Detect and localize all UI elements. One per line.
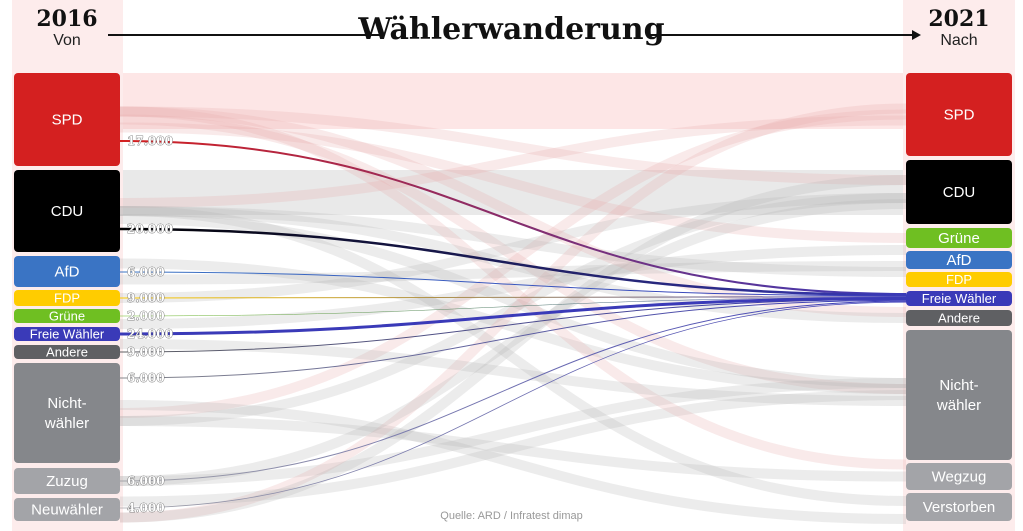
right-node-label: Andere — [938, 311, 980, 326]
right-node-label: CDU — [943, 184, 976, 201]
right-node-verstorben — [906, 493, 1012, 521]
left-node-label: FDP — [54, 291, 80, 306]
right-node-label: Freie Wähler — [922, 291, 997, 306]
left-node-label: CDU — [51, 203, 84, 220]
arrow-head-icon — [912, 30, 921, 40]
background-flow — [119, 103, 907, 523]
flow-value-label: 2.000 — [127, 309, 165, 323]
right-header: 2021 Nach — [904, 6, 1014, 50]
flow-value-label: 6.000 — [127, 265, 165, 279]
diagram-title: Wählerwanderung — [358, 12, 665, 47]
right-node-freie-wähler — [906, 291, 1012, 306]
background-flow — [119, 400, 907, 524]
left-node-andere — [14, 345, 120, 359]
right-node-label: AfD — [946, 252, 971, 269]
source-note: Quelle: ARD / Infratest dimap — [440, 510, 583, 522]
background-flow — [119, 122, 907, 243]
flow-spd-to-freie-waehler — [119, 140, 907, 295]
right-node-label: Nicht- — [939, 377, 978, 394]
left-node-fdp — [14, 290, 120, 306]
left-node-label: Neuwähler — [31, 502, 103, 519]
flow-fdp-to-freie-waehler — [119, 296, 907, 299]
left-node-label: Freie Wähler — [30, 327, 105, 342]
right-node-label: wähler — [936, 397, 981, 414]
background-flow — [119, 416, 907, 482]
left-node-neuwähler — [14, 498, 120, 521]
background-flow — [119, 258, 907, 394]
right-node-label: FDP — [946, 272, 972, 287]
left-node-afd — [14, 256, 120, 287]
background-flow — [119, 199, 907, 486]
left-node-spd — [14, 73, 120, 166]
left-node-label: AfD — [54, 264, 79, 281]
flow-value-label: 6.000 — [127, 371, 165, 385]
flow-nichtwähler-to-freie-waehler — [119, 299, 907, 379]
left-node-label: Zuzug — [46, 473, 88, 490]
background-flow — [119, 175, 907, 523]
right-node-afd — [906, 251, 1012, 269]
background-flow — [119, 206, 907, 323]
left-node-cdu — [14, 170, 120, 252]
flow-value-label: 6.000 — [127, 474, 165, 488]
flow-andere-to-freie-waehler — [119, 298, 907, 353]
right-node-cdu — [906, 160, 1012, 224]
left-label: Von — [53, 32, 81, 49]
right-node-nichtwähler — [906, 330, 1012, 460]
flow-value-label: 17.000 — [127, 134, 173, 148]
right-label: Nach — [940, 32, 978, 49]
flow-value-label: 9.000 — [127, 345, 165, 359]
flow-value-label: 4.000 — [127, 501, 165, 515]
flow-value-label: 9.000 — [127, 291, 165, 305]
background-flow — [119, 114, 907, 394]
background-flow — [119, 339, 907, 406]
background-flow — [119, 193, 907, 303]
flow-neuwähler-to-freie-waehler — [119, 301, 907, 509]
cdu-retained-band — [123, 170, 903, 215]
left-node-freie-wähler — [14, 327, 120, 341]
right-node-spd — [906, 73, 1012, 156]
background-flow — [119, 106, 907, 470]
left-node-nichtwähler — [14, 363, 120, 463]
left-node-grüne — [14, 309, 120, 323]
background-flow — [119, 106, 907, 185]
left-node-label: wähler — [44, 415, 89, 432]
left-node-zuzug — [14, 468, 120, 494]
flow-afd-to-freie-waehler — [119, 271, 907, 297]
background-flow — [119, 214, 907, 388]
flow-zuzug-to-freie-waehler — [119, 300, 907, 482]
flow-freie-wähler-to-freie-waehler — [119, 297, 907, 336]
flow-grüne-to-freie-waehler — [119, 297, 907, 317]
right-node-grüne — [906, 228, 1012, 248]
background-flow — [119, 115, 907, 208]
right-node-fdp — [906, 272, 1012, 287]
right-node-label: Verstorben — [923, 499, 996, 516]
right-node-andere — [906, 310, 1012, 326]
background-flow — [119, 261, 907, 285]
flow-value-label: 24.000 — [127, 327, 173, 341]
right-node-label: Wegzug — [932, 469, 987, 486]
right-year: 2021 — [928, 6, 990, 32]
left-node-label: SPD — [52, 112, 83, 129]
left-year: 2016 — [36, 6, 98, 32]
right-node-label: SPD — [944, 107, 975, 124]
left-node-label: Grüne — [49, 309, 85, 324]
background-flow — [119, 245, 907, 329]
flow-cdu-to-freie-waehler — [119, 227, 907, 297]
flow-value-label: 20.000 — [127, 222, 173, 236]
left-node-label: Andere — [46, 345, 88, 360]
background-flow — [119, 193, 907, 426]
left-node-label: Nicht- — [47, 395, 86, 412]
right-node-wegzug — [906, 463, 1012, 490]
right-node-label: Grüne — [938, 230, 980, 247]
spd-retained-band — [123, 73, 903, 129]
left-header: 2016 Von — [12, 6, 122, 50]
background-flow — [119, 206, 907, 506]
background-flow — [119, 206, 907, 277]
background-flow — [119, 378, 907, 486]
